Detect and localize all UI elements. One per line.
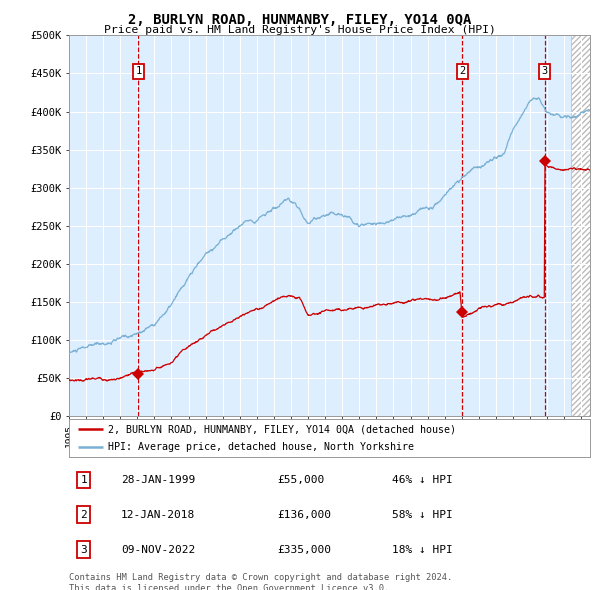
Text: 1: 1: [80, 475, 87, 485]
Text: 3: 3: [80, 545, 87, 555]
Bar: [571, 35, 600, 416]
Text: 12-JAN-2018: 12-JAN-2018: [121, 510, 196, 520]
Text: 2: 2: [459, 66, 466, 76]
Text: 2: 2: [80, 510, 87, 520]
Text: 09-NOV-2022: 09-NOV-2022: [121, 545, 196, 555]
Text: HPI: Average price, detached house, North Yorkshire: HPI: Average price, detached house, Nort…: [108, 442, 414, 452]
Text: 58% ↓ HPI: 58% ↓ HPI: [392, 510, 452, 520]
Text: Contains HM Land Registry data © Crown copyright and database right 2024.
This d: Contains HM Land Registry data © Crown c…: [69, 573, 452, 590]
Text: 1: 1: [136, 66, 142, 76]
Text: 28-JAN-1999: 28-JAN-1999: [121, 475, 196, 485]
Text: £335,000: £335,000: [277, 545, 331, 555]
Text: 2, BURLYN ROAD, HUNMANBY, FILEY, YO14 0QA (detached house): 2, BURLYN ROAD, HUNMANBY, FILEY, YO14 0Q…: [108, 424, 456, 434]
Text: £136,000: £136,000: [277, 510, 331, 520]
Text: 18% ↓ HPI: 18% ↓ HPI: [392, 545, 452, 555]
Text: Price paid vs. HM Land Registry's House Price Index (HPI): Price paid vs. HM Land Registry's House …: [104, 25, 496, 35]
Text: 2, BURLYN ROAD, HUNMANBY, FILEY, YO14 0QA: 2, BURLYN ROAD, HUNMANBY, FILEY, YO14 0Q…: [128, 13, 472, 27]
Text: £55,000: £55,000: [277, 475, 325, 485]
Text: 46% ↓ HPI: 46% ↓ HPI: [392, 475, 452, 485]
Text: 3: 3: [542, 66, 548, 76]
